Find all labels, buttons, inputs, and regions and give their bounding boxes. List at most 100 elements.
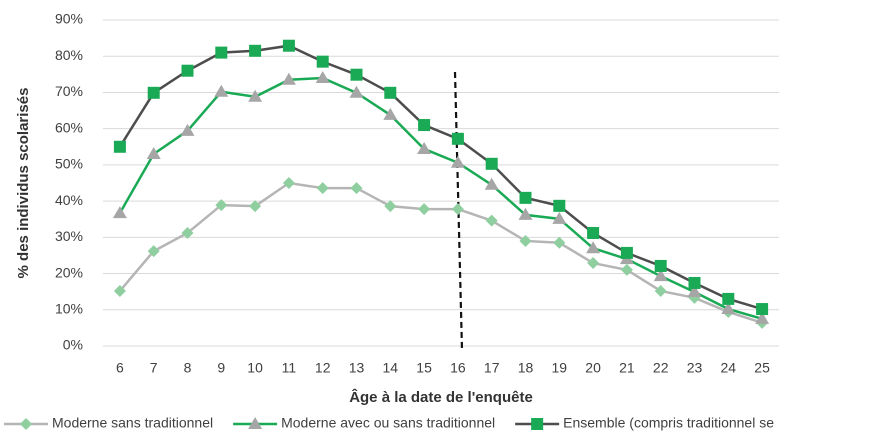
- x-tick-label: 16: [450, 360, 466, 376]
- x-tick-label: 13: [349, 360, 365, 376]
- legend-label: Ensemble (compris traditionnel se: [563, 415, 774, 431]
- marker: [215, 46, 228, 59]
- marker: [282, 39, 295, 52]
- marker: [485, 214, 498, 227]
- y-tick-label: 90%: [55, 11, 83, 27]
- y-tick-label: 80%: [55, 47, 83, 63]
- marker: [519, 234, 532, 247]
- marker: [146, 147, 161, 160]
- x-tick-label: 19: [552, 360, 568, 376]
- y-tick-label: 10%: [55, 300, 83, 316]
- marker: [654, 259, 667, 272]
- marker: [215, 199, 228, 212]
- marker: [485, 157, 498, 170]
- marker: [315, 70, 330, 83]
- x-tick-label: 15: [416, 360, 432, 376]
- marker: [755, 311, 770, 324]
- x-tick-label: 11: [282, 360, 297, 376]
- marker: [113, 284, 126, 297]
- grid: 0% 10% 20% 30% 40% 50% 60% 70% 80% 90% 6 7 8 9 10 11 12 1…: [55, 11, 779, 376]
- marker: [349, 85, 364, 98]
- marker: [147, 86, 160, 99]
- x-tick-label: 20: [585, 360, 601, 376]
- legend-label: Moderne avec ou sans traditionnel: [281, 415, 495, 431]
- y-tick-label: 70%: [55, 83, 83, 99]
- marker: [20, 418, 32, 430]
- marker: [418, 203, 431, 216]
- marker: [587, 257, 600, 270]
- marker: [586, 241, 601, 254]
- y-tick-label: 40%: [55, 192, 83, 208]
- x-axis-title: Âge à la date de l'enquête: [349, 388, 533, 406]
- x-tick-label: 23: [687, 360, 703, 376]
- marker: [282, 177, 295, 189]
- marker: [181, 226, 194, 239]
- marker: [248, 417, 263, 429]
- marker: [450, 155, 465, 168]
- x-tick-label: 25: [754, 360, 770, 376]
- x-tick-label: 12: [315, 360, 331, 376]
- marker: [721, 302, 736, 315]
- marker: [553, 199, 566, 212]
- marker: [113, 140, 126, 153]
- marker: [384, 200, 397, 213]
- reference-line: [453, 71, 464, 351]
- series-line: [118, 76, 763, 321]
- marker: [417, 141, 432, 154]
- marker: [147, 245, 160, 258]
- marker: [756, 303, 769, 316]
- marker: [722, 292, 735, 305]
- marker: [418, 119, 431, 132]
- marker: [653, 269, 668, 282]
- marker: [531, 418, 544, 430]
- plot: [112, 39, 770, 329]
- marker: [620, 263, 633, 276]
- marker: [214, 84, 229, 97]
- y-axis-title: % des individus scolarisés: [15, 88, 32, 279]
- x-tick-label: 6: [116, 360, 124, 376]
- marker: [451, 203, 464, 216]
- y-tick-label: 50%: [55, 156, 83, 172]
- x-tick-label: 9: [217, 360, 225, 376]
- marker: [350, 182, 363, 195]
- marker: [553, 236, 566, 249]
- marker: [112, 206, 127, 219]
- x-tick-label: 22: [653, 360, 669, 376]
- marker: [519, 191, 532, 204]
- marker: [281, 72, 296, 85]
- x-tick-label: 7: [150, 360, 158, 376]
- series-line: [118, 181, 763, 325]
- x-tick-label: 24: [721, 360, 737, 376]
- x-tick-label: 10: [247, 360, 263, 376]
- marker: [654, 284, 667, 297]
- x-tick-label: 17: [484, 360, 500, 376]
- marker: [688, 276, 701, 289]
- marker: [383, 107, 398, 120]
- x-tick-label: 18: [518, 360, 534, 376]
- marker: [451, 132, 464, 145]
- marker: [552, 211, 567, 224]
- marker: [350, 68, 363, 81]
- marker: [248, 89, 263, 102]
- y-tick-label: 20%: [55, 264, 83, 280]
- marker: [249, 200, 262, 213]
- x-tick-label: 21: [619, 360, 635, 376]
- y-tick-label: 0%: [63, 337, 83, 353]
- marker: [518, 207, 533, 220]
- marker: [181, 64, 194, 77]
- x-tick-label: 8: [184, 360, 192, 376]
- legend: Moderne sans traditionnel Moderne avec ou…: [4, 415, 774, 431]
- marker: [587, 226, 600, 239]
- y-tick-label: 30%: [55, 228, 83, 244]
- y-tick-label: 60%: [55, 119, 83, 135]
- marker: [384, 86, 397, 99]
- marker: [687, 285, 702, 298]
- marker: [180, 123, 195, 136]
- marker: [316, 182, 329, 195]
- marker: [249, 44, 262, 57]
- marker: [620, 246, 633, 259]
- marker: [484, 177, 499, 190]
- legend-label: Moderne sans traditionnel: [52, 415, 213, 431]
- marker: [316, 55, 329, 68]
